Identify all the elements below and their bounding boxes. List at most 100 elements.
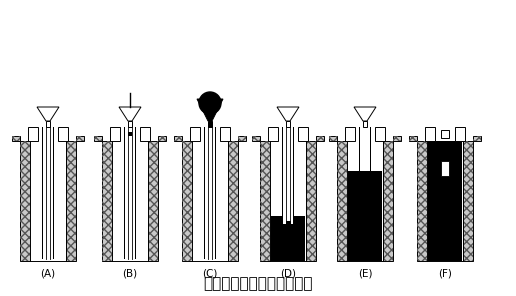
Bar xyxy=(94,136,102,141)
Bar xyxy=(128,132,132,136)
Bar xyxy=(252,136,260,141)
Bar xyxy=(316,136,324,141)
Bar xyxy=(375,127,385,141)
Bar xyxy=(174,136,182,141)
Bar xyxy=(473,136,481,141)
Bar xyxy=(182,141,192,261)
Bar xyxy=(53,127,54,259)
Bar xyxy=(204,127,205,259)
Bar xyxy=(76,136,84,141)
Polygon shape xyxy=(354,107,376,121)
Bar xyxy=(417,141,427,261)
Bar xyxy=(306,141,316,261)
Bar xyxy=(293,127,294,224)
Bar xyxy=(282,127,283,224)
Text: (D): (D) xyxy=(280,268,296,278)
Bar xyxy=(441,130,449,138)
Bar xyxy=(283,127,293,224)
Bar xyxy=(393,136,401,141)
Bar xyxy=(112,141,148,261)
Bar xyxy=(140,127,150,141)
Bar xyxy=(260,141,270,261)
Bar xyxy=(158,136,166,141)
Bar xyxy=(28,127,38,141)
Bar xyxy=(44,130,52,138)
Bar xyxy=(12,136,20,141)
Bar xyxy=(286,121,290,127)
Bar xyxy=(135,127,136,259)
Bar xyxy=(238,136,246,141)
Bar xyxy=(337,141,347,261)
Text: (E): (E) xyxy=(358,268,372,278)
Bar xyxy=(348,171,382,261)
Bar xyxy=(58,127,68,141)
Bar xyxy=(42,127,43,259)
Bar xyxy=(298,127,308,141)
Circle shape xyxy=(199,92,221,114)
Bar xyxy=(30,141,66,261)
Text: (C): (C) xyxy=(202,268,218,278)
Bar xyxy=(43,127,53,259)
Bar xyxy=(94,136,102,141)
Bar xyxy=(220,127,230,141)
Bar xyxy=(286,221,291,226)
Bar xyxy=(238,136,246,141)
Bar xyxy=(128,121,132,127)
Bar xyxy=(126,130,134,138)
Bar xyxy=(190,127,200,141)
Bar xyxy=(20,141,30,261)
Bar xyxy=(383,141,393,261)
Bar xyxy=(110,127,120,141)
Bar xyxy=(337,141,347,261)
Bar xyxy=(417,141,427,261)
Bar xyxy=(12,136,20,141)
Text: 隔水球式导管法施工程序图: 隔水球式导管法施工程序图 xyxy=(203,276,313,292)
Polygon shape xyxy=(37,107,59,121)
Bar xyxy=(425,127,435,141)
Bar xyxy=(46,121,50,127)
Bar xyxy=(383,141,393,261)
Bar xyxy=(284,130,292,138)
Polygon shape xyxy=(197,99,223,121)
Bar xyxy=(473,136,481,141)
Bar xyxy=(409,136,417,141)
Bar xyxy=(76,136,84,141)
Bar xyxy=(260,141,270,261)
Bar xyxy=(370,127,371,171)
Bar xyxy=(252,136,260,141)
Bar xyxy=(463,141,473,261)
Bar xyxy=(393,136,401,141)
Bar xyxy=(363,121,367,127)
Bar xyxy=(205,127,215,259)
Polygon shape xyxy=(119,107,141,121)
Bar xyxy=(125,127,135,259)
Bar xyxy=(409,136,417,141)
Bar xyxy=(228,141,238,261)
Bar xyxy=(428,141,462,261)
Bar xyxy=(271,216,305,261)
Bar xyxy=(124,127,125,259)
Text: (B): (B) xyxy=(122,268,138,278)
Bar xyxy=(316,136,324,141)
Bar xyxy=(148,141,158,261)
Bar xyxy=(158,136,166,141)
Bar xyxy=(361,130,369,138)
Bar xyxy=(359,127,360,171)
Bar xyxy=(206,130,214,138)
Bar xyxy=(441,161,449,176)
Bar xyxy=(174,136,182,141)
Bar xyxy=(427,141,463,261)
Bar xyxy=(347,141,383,261)
Bar xyxy=(228,141,238,261)
Bar xyxy=(148,141,158,261)
Bar xyxy=(182,141,192,261)
Bar xyxy=(455,127,465,141)
Bar xyxy=(192,141,228,261)
Bar xyxy=(208,121,212,127)
Bar xyxy=(215,127,216,259)
Bar xyxy=(329,136,337,141)
Text: (F): (F) xyxy=(438,268,452,278)
Bar xyxy=(66,141,76,261)
Bar xyxy=(102,141,112,261)
Text: (A): (A) xyxy=(40,268,56,278)
